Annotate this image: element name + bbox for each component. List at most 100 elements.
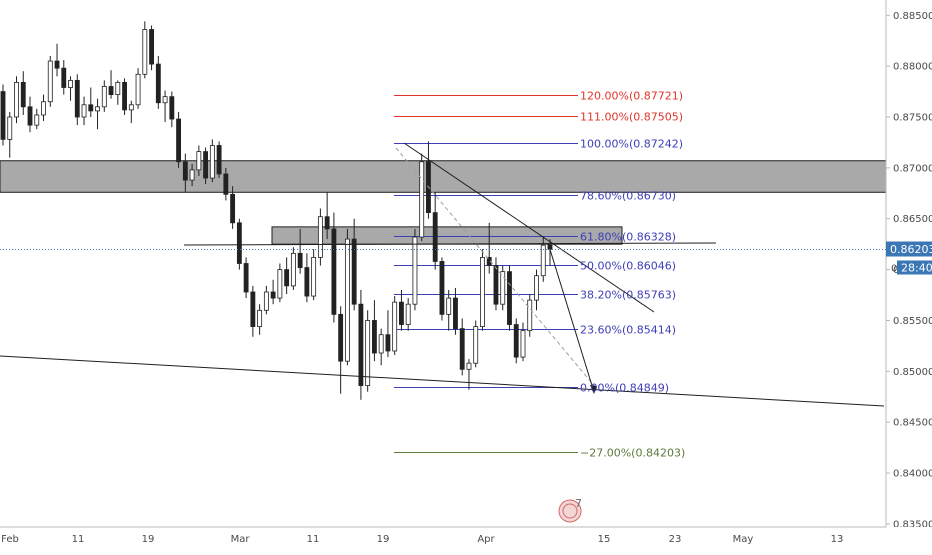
time-tick-label-7: 15 xyxy=(598,534,611,545)
fib-label-4: 61.80%(0.86328) xyxy=(580,231,676,244)
price-tick-label-3: 0.85000 xyxy=(893,367,932,378)
candle-body-41 xyxy=(277,269,283,299)
candle-body-40 xyxy=(270,291,276,299)
time-tick-label-1: 11 xyxy=(72,534,85,545)
fib-label-2: 100.00%(0.87242) xyxy=(580,138,683,151)
candle-body-45 xyxy=(304,267,310,297)
candle-body-25 xyxy=(169,96,175,120)
lower-channel-line[interactable] xyxy=(0,355,885,407)
candle-body-33 xyxy=(223,173,229,195)
candle-body-14 xyxy=(95,106,100,112)
candle-body-50 xyxy=(338,313,344,362)
drawings-layer xyxy=(0,142,885,407)
fib-label-9: −27.00%(0.84203) xyxy=(580,447,685,460)
descending-trendline[interactable] xyxy=(403,142,655,313)
price-tick-label-9: 0.88000 xyxy=(893,62,932,73)
candle-body-0 xyxy=(0,91,6,140)
time-axis[interactable]: Feb 11 19 Mar 11 19 Apr 15 23 May 13 xyxy=(0,526,932,550)
candle-body-24 xyxy=(162,96,168,104)
candle-body-77 xyxy=(520,330,526,358)
fib-label-8: 0.00%(0.84849) xyxy=(580,382,669,395)
time-tick-label-9: May xyxy=(733,534,754,545)
countdown-badge: 28:40 xyxy=(897,260,932,275)
candle-body-5 xyxy=(34,114,40,126)
candle-body-80 xyxy=(540,244,546,277)
candle-body-27 xyxy=(182,161,188,181)
candle-body-74 xyxy=(500,271,506,305)
fib-label-1: 111.00%(0.87505) xyxy=(580,111,683,124)
fib-label-0: 120.00%(0.87721) xyxy=(580,90,683,103)
price-tick-label-7: 0.87000 xyxy=(893,163,932,174)
candle-body-37 xyxy=(250,291,256,327)
watermark-number: 7 xyxy=(575,497,582,510)
candle-body-44 xyxy=(297,252,303,268)
candle-body-3 xyxy=(20,82,26,108)
candle-body-59 xyxy=(399,301,404,325)
fib-lines-layer xyxy=(394,95,578,453)
candle-body-73 xyxy=(493,265,499,305)
candle-body-38 xyxy=(257,309,263,327)
candle-body-39 xyxy=(263,291,269,311)
candle-body-20 xyxy=(135,73,141,106)
candle-body-42 xyxy=(284,269,290,287)
candle-body-58 xyxy=(392,301,398,352)
time-tick-label-8: 23 xyxy=(669,534,682,545)
candle-body-1 xyxy=(7,116,13,140)
candle-body-54 xyxy=(365,320,371,386)
candle-body-8 xyxy=(54,60,60,69)
candle-body-57 xyxy=(385,334,391,352)
candle-body-12 xyxy=(81,104,87,118)
price-tick-label-10: 0.88500 xyxy=(893,11,932,22)
candle-body-43 xyxy=(290,252,296,287)
candle-body-62 xyxy=(419,161,425,238)
candle-body-48 xyxy=(324,216,330,230)
candle-body-49 xyxy=(331,228,337,315)
candle-body-76 xyxy=(513,324,519,358)
candle-body-9 xyxy=(61,67,67,88)
price-tick-label-1: 0.84000 xyxy=(893,469,932,480)
price-tick-label-0: 0.83500 xyxy=(893,519,932,530)
candle-body-72 xyxy=(486,256,492,266)
candle-body-65 xyxy=(439,261,445,315)
candle-body-35 xyxy=(236,222,242,264)
candle-body-36 xyxy=(243,263,249,293)
candle-body-28 xyxy=(189,169,195,181)
supply-zone[interactable] xyxy=(271,226,623,245)
key-level-line[interactable] xyxy=(183,242,717,246)
price-tick-label-8: 0.87500 xyxy=(893,112,932,123)
badges-layer: 0.86203 28:40 0 xyxy=(886,241,932,275)
candle-body-55 xyxy=(371,320,377,354)
candle-body-22 xyxy=(149,29,154,65)
candle-body-26 xyxy=(176,118,182,163)
time-tick-label-5: 19 xyxy=(377,534,390,545)
candle-body-10 xyxy=(68,79,73,88)
candle-body-61 xyxy=(412,236,418,305)
candle-body-67 xyxy=(453,297,458,330)
last-price-label: 0.86203 xyxy=(890,243,932,256)
fib-label-7: 23.60%(0.85414) xyxy=(580,324,676,337)
candle-body-29 xyxy=(196,151,202,171)
price-tick-label-6: 0.86500 xyxy=(893,214,932,225)
price-tick-label-4: 0.85500 xyxy=(893,316,932,327)
candle-body-21 xyxy=(142,29,148,75)
candle-body-47 xyxy=(317,216,323,258)
resistance-zone[interactable] xyxy=(0,160,887,193)
fib-label-3: 78.60%(0.86730) xyxy=(580,190,676,203)
projection-arrowhead xyxy=(590,385,597,394)
candle-body-78 xyxy=(527,299,533,332)
watermark-logo: 7 xyxy=(558,497,582,523)
time-tick-label-4: 11 xyxy=(307,534,320,545)
zones-layer xyxy=(0,160,887,245)
candle-body-68 xyxy=(459,328,465,370)
candle-body-7 xyxy=(47,60,53,103)
projection-arrow-line[interactable] xyxy=(547,242,595,393)
candle-body-70 xyxy=(473,326,479,364)
time-tick-label-2: 19 xyxy=(142,534,155,545)
candle-body-56 xyxy=(378,334,384,354)
candle-body-71 xyxy=(480,256,485,327)
candle-body-52 xyxy=(351,238,357,305)
time-tick-label-0: Feb xyxy=(1,534,19,545)
candle-body-53 xyxy=(358,303,364,386)
